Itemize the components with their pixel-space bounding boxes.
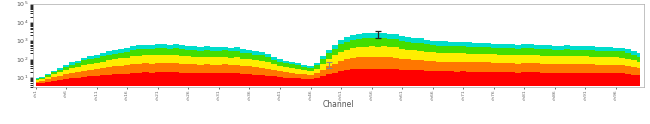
X-axis label: Channel: Channel [322,100,354,109]
